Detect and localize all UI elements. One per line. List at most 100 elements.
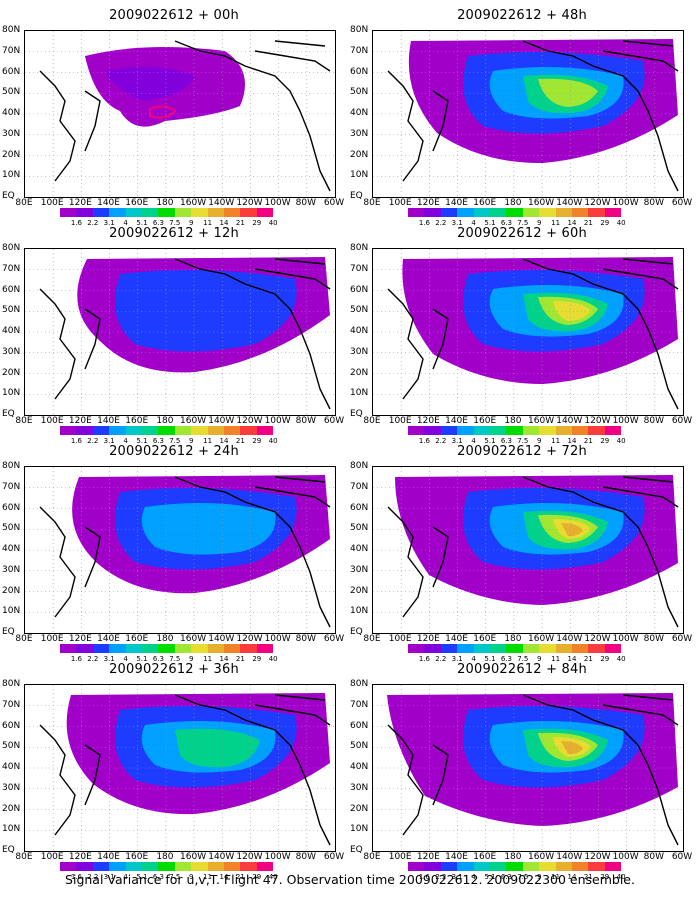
colorbar-swatch [506,862,523,871]
colorbar-swatch [571,862,589,871]
colorbar-swatch [223,862,241,871]
colorbar-swatch [174,208,192,217]
colorbar-label: 7.5 [517,219,529,227]
colorbar-swatch [240,862,257,871]
latitude-label: EQ [350,627,363,637]
colorbar-label: 9 [188,437,194,445]
longitude-label: 140E [97,634,120,644]
colorbar-swatch [489,426,507,435]
longitude-label: 140E [97,852,120,862]
longitude-label: 140E [445,416,468,426]
colorbar-label: 3.1 [103,219,115,227]
variance-field-map [373,685,683,851]
longitude-label: 160E [125,416,149,426]
colorbar-label: 4 [471,219,476,227]
longitude-label: 100E [40,198,64,208]
colorbar-swatch [76,862,93,871]
map-plot-area [24,684,336,852]
longitude-label: 160W [180,198,207,208]
latitude-label: 40N [350,544,369,554]
coastline [84,308,101,370]
latitude-label: 60N [2,720,21,731]
longitude-label: 120E [416,634,440,644]
longitude-label: 140E [445,198,468,208]
colorbar-swatch [539,426,556,435]
coastline [174,694,331,846]
latitude-label: 20N [350,803,369,814]
colorbar-label: 1.6 [70,437,82,445]
latitude-label: 20N [2,803,21,814]
colorbar-swatch [92,426,110,435]
colorbar-label: 21 [583,873,593,881]
longitude-label: 100E [40,852,64,862]
variance-field-map [373,467,683,633]
map-plot-area [24,30,336,198]
coastline [174,40,331,192]
map-panel-00h: 2009022612 + 00h 80N 70N 60N 50N 40N 30N 20N 10N… [2,8,344,227]
colorbar-label: 11 [551,219,561,227]
coastline [39,288,76,400]
longitude-label: 140W [208,198,235,208]
colorbar-label: 6.3 [152,437,164,445]
colorbar-swatch [457,426,474,435]
latitude-label: 40N [350,326,369,336]
colorbar [60,426,274,435]
colorbar-label: 2.2 [87,219,99,227]
longitude-label: 160W [528,634,555,644]
longitude-label: 60W [671,416,693,426]
colorbar-swatch [473,208,490,217]
longitude-label: 160W [528,416,555,426]
coastline [254,486,331,508]
colorbar-swatch [424,426,441,435]
colorbar-label: 2.2 [87,437,99,445]
latitude-label: 10N [2,606,21,617]
latitude-label: 50N [2,87,21,98]
colorbar-swatch [109,644,126,653]
longitude-label: 120W [584,634,611,644]
longitude-label: 80E [15,852,33,862]
colorbar-label: 14 [567,437,577,445]
coastline [274,40,326,47]
coastline [622,694,674,701]
longitude-label: 120E [68,634,92,644]
colorbar-swatch [158,208,175,217]
longitude-label: 100E [388,198,412,208]
colorbar-label: 1.6 [418,655,430,663]
longitude-label: 100W [264,634,291,644]
colorbar-label: 9 [536,873,542,881]
longitude-label: 140E [97,416,120,426]
variance-contour-region [105,67,195,101]
colorbar-swatch [141,644,159,653]
panel-title: 2009022612 + 60h [457,226,587,241]
latitude-label: 10N [350,170,369,181]
longitude-label: 120W [236,416,263,426]
colorbar-swatch [555,426,572,435]
colorbar-swatch [191,862,208,871]
longitude-label: 80E [15,634,33,644]
colorbar-label: 21 [235,873,245,881]
longitude-label: 160E [473,634,497,644]
colorbar-label: 6.3 [152,873,164,881]
coastline [522,694,679,846]
latitude-label: 60N [2,502,21,513]
latitude-label: 70N [2,263,21,274]
latitude-label: EQ [350,409,363,419]
map-panel-84h: 2009022612 + 84h 80N 70N 60N 50N 40N 30N 20N 10N… [350,662,693,881]
panel-title: 2009022612 + 24h [109,444,239,459]
longitude-label: 60W [671,852,693,862]
colorbar-label: 2.2 [435,873,447,881]
latitude-label: 40N [350,762,369,772]
colorbar-swatch [223,426,241,435]
map-panel-48h: 2009022612 + 48h 80N 70N 60N 50N 40N 30N 20N 10N… [350,8,692,227]
colorbar-label: 5.1 [484,437,496,445]
variance-field-map [373,249,683,415]
coastline [622,476,674,483]
colorbar-swatch [207,426,224,435]
colorbar [408,208,622,217]
colorbar-label: 29 [600,873,610,881]
colorbar-label: 4 [471,437,476,445]
colorbar-label: 5.1 [136,655,148,663]
variance-contour-region [561,523,583,537]
colorbar-swatch [522,208,540,217]
colorbar-swatch [408,208,425,217]
